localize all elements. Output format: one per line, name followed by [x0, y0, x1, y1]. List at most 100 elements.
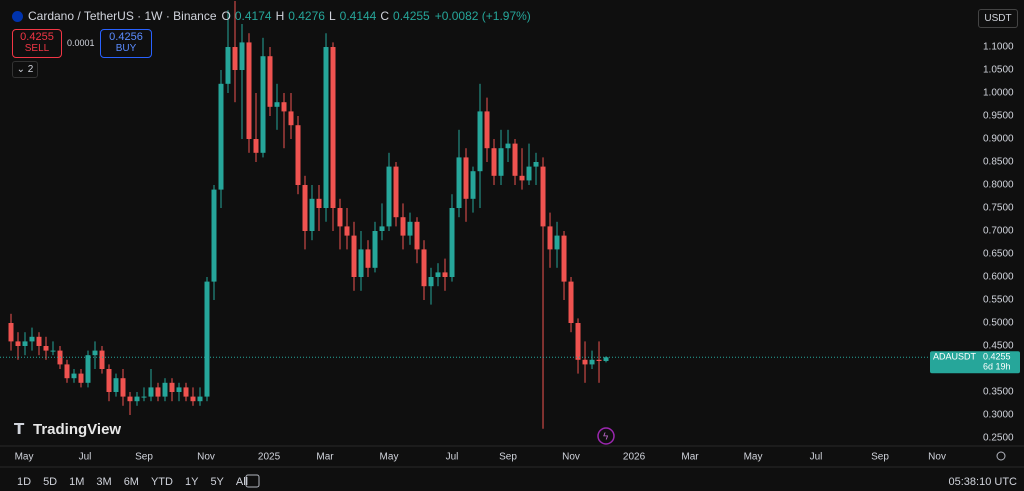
candle-body [225, 47, 231, 84]
candle-body [169, 382, 175, 392]
x-tick-label: Sep [499, 452, 517, 463]
candle-body [218, 83, 224, 190]
candle-body [148, 387, 154, 397]
y-tick-label: 0.6500 [983, 249, 1014, 260]
candle-body [456, 157, 462, 209]
candle-body [302, 185, 308, 232]
range-button[interactable]: 3M [96, 476, 112, 488]
buy-price: 0.4256 [109, 31, 143, 43]
range-button[interactable]: All [235, 476, 249, 488]
y-tick-label: 0.8000 [983, 180, 1014, 191]
candle-body [533, 162, 539, 167]
candle-body [505, 143, 511, 149]
candle-body [15, 341, 21, 346]
range-button[interactable]: YTD [150, 476, 173, 488]
y-tick-label: 1.0000 [983, 88, 1014, 99]
event-icon[interactable] [597, 427, 615, 445]
buy-label: BUY [115, 43, 137, 54]
date-range-icon[interactable] [245, 474, 260, 488]
logo: TradingView [33, 421, 121, 438]
candle-body [568, 281, 574, 324]
y-tick-label: 0.9000 [983, 134, 1014, 145]
candle-body [337, 208, 343, 227]
x-tick-label: May [380, 452, 399, 463]
sell-button[interactable]: 0.4255 SELL [12, 29, 62, 58]
ohlc-value: 0.4174 [234, 9, 272, 23]
range-button[interactable]: 1Y [184, 476, 199, 488]
candle-body [358, 249, 364, 278]
price-tag-price: 0.4255 [983, 352, 1011, 362]
candle-body [120, 378, 126, 397]
candle-body [155, 387, 161, 397]
y-tick-label: 0.7000 [983, 226, 1014, 237]
candle-body [190, 396, 196, 402]
candle-body [92, 350, 98, 356]
candle-body [323, 47, 329, 209]
candle-body [512, 143, 518, 176]
y-tick-label: 0.9500 [983, 111, 1014, 122]
candle-body [246, 42, 252, 140]
candle-body [351, 235, 357, 278]
candle-body [204, 281, 210, 397]
candle-body [393, 166, 399, 218]
y-tick-label: 1.1000 [983, 42, 1014, 53]
candle-body [330, 47, 336, 209]
candle-body [85, 355, 91, 383]
indicators-count: 2 [27, 64, 34, 75]
symbol-icon [12, 10, 23, 22]
symbol: Cardano / TetherUS · 1W · Binance [28, 9, 217, 23]
ohlc-key: O [221, 9, 231, 23]
buy-button[interactable]: 0.4256 BUY [100, 29, 152, 58]
logo-mark: 𝗧 [14, 421, 25, 438]
y-tick-label: 0.6000 [983, 272, 1014, 283]
candle-body [239, 42, 245, 71]
indicators-toggle[interactable]: ⌄ 2 [12, 61, 38, 78]
event-bolt: ϟ [603, 432, 609, 443]
y-tick-label: 0.5500 [983, 295, 1014, 306]
range-button[interactable]: 6M [123, 476, 139, 488]
x-tick-label: Nov [562, 452, 580, 463]
price-tag-symbol: ADAUSDT [933, 352, 977, 362]
candle-body [36, 336, 42, 346]
candle-body [71, 373, 77, 379]
ohlc-key: L [328, 9, 336, 23]
candle-body [211, 189, 217, 282]
range-button[interactable]: 1M [69, 476, 85, 488]
candle-body [316, 198, 322, 209]
candle-body [400, 217, 406, 236]
candle-body [449, 208, 455, 278]
candle-body [491, 148, 497, 176]
settings-icon[interactable] [996, 451, 1006, 461]
candle-body [421, 249, 427, 287]
y-tick-label: 0.2500 [983, 433, 1014, 444]
candle-body [141, 396, 147, 398]
candle-body [344, 226, 350, 236]
candle-body [519, 175, 525, 181]
y-tick-label: 0.3000 [983, 410, 1014, 421]
range-button[interactable]: 5Y [210, 476, 224, 488]
candle-body [435, 272, 441, 278]
currency-button[interactable]: USDT [978, 9, 1018, 28]
candle-body [484, 111, 490, 149]
x-tick-label: Sep [871, 452, 889, 463]
x-tick-label: 2025 [258, 452, 281, 463]
clock: 05:38:10 UTC [949, 476, 1018, 488]
candle-body [547, 226, 553, 250]
x-tick-label: Jul [446, 452, 459, 463]
candle-body [29, 336, 35, 342]
ohlc-value: 0.4255 [393, 9, 430, 23]
candle-body [127, 396, 133, 402]
range-button[interactable]: 5D [43, 476, 58, 488]
ohlc-key: C [380, 9, 390, 23]
candle-body [540, 166, 546, 227]
sell-label: SELL [24, 43, 50, 54]
candle-body [22, 341, 28, 346]
candle-body [176, 387, 182, 392]
candle-body [526, 166, 532, 181]
candle-body [603, 357, 609, 361]
candle-body [43, 345, 49, 351]
range-button[interactable]: 1D [17, 476, 32, 488]
candle-body [274, 102, 280, 107]
